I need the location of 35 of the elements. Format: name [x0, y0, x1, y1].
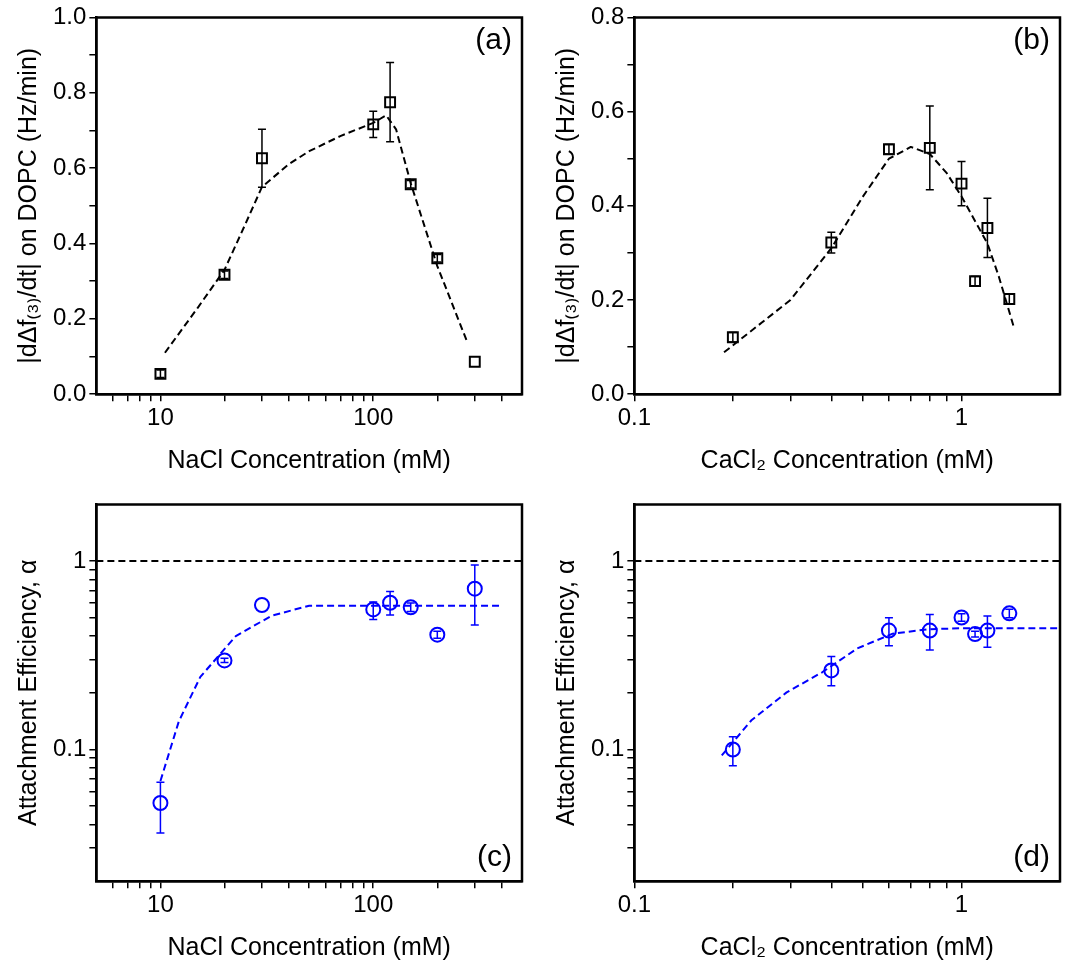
x-axis-title: CaCl₂ Concentration (mM)	[700, 444, 994, 473]
y-tick-label: 0.0	[590, 378, 625, 406]
annotation: (b)	[1013, 21, 1050, 55]
y-tick-label: 0.8	[52, 77, 87, 105]
x-tick-label: 10	[147, 403, 174, 431]
y-axis-title: |dΔf₍₃₎/dt| on DOPC (Hz/min)	[12, 47, 41, 364]
y-tick-label: 1	[73, 545, 87, 573]
y-axis-title: |dΔf₍₃₎/dt| on DOPC (Hz/min)	[550, 47, 579, 364]
x-axis-title: CaCl₂ Concentration (mM)	[700, 931, 994, 960]
y-axis-title: Attachment Efficiency, α	[550, 559, 579, 827]
y-tick-label: 0.6	[52, 152, 87, 180]
y-tick-label: 1	[611, 545, 625, 573]
y-tick-label: 0.4	[52, 228, 87, 256]
x-tick-label: 100	[353, 403, 394, 431]
y-tick-label: 0.1	[590, 734, 625, 762]
y-tick-label: 0.0	[52, 378, 87, 406]
y-tick-label: 0.6	[590, 96, 625, 124]
x-tick-label: 0.1	[617, 403, 652, 431]
x-tick-label: 10	[147, 890, 174, 918]
x-tick-label: 100	[353, 890, 394, 918]
y-tick-label: 0.8	[590, 2, 625, 30]
y-tick-label: 0.2	[52, 303, 87, 331]
x-axis-title: NaCl Concentration (mM)	[167, 931, 451, 960]
y-tick-label: 0.4	[590, 190, 625, 218]
y-tick-label: 1.0	[52, 2, 87, 30]
y-tick-label: 0.2	[590, 284, 625, 312]
y-axis-title: Attachment Efficiency, α	[12, 559, 41, 827]
x-axis-title: NaCl Concentration (mM)	[167, 444, 451, 473]
annotation: (d)	[1013, 839, 1050, 873]
x-tick-label: 0.1	[617, 890, 652, 918]
annotation: (c)	[477, 839, 512, 873]
annotation: (a)	[475, 21, 512, 55]
x-tick-label: 1	[954, 890, 969, 918]
x-tick-label: 1	[954, 403, 969, 431]
y-tick-label: 0.1	[52, 734, 87, 762]
